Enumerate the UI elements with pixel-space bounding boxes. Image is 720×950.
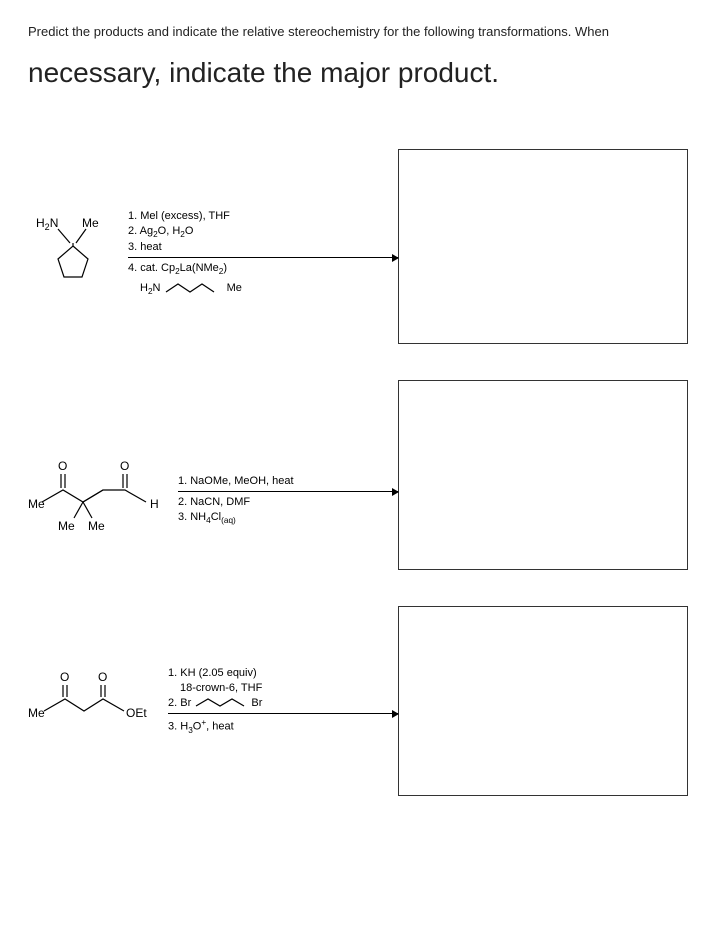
problem-1-left: H2N Me 1. Mel (excess), THF 2. Ag2O, H2O… — [28, 149, 398, 298]
reagent-line-1: 1. Mel (excess), THF — [128, 209, 398, 224]
reagent-line-3: 3. H3O+, heat — [168, 717, 398, 736]
answer-box-1 — [398, 149, 688, 344]
reaction-arrow-icon — [128, 257, 398, 258]
svg-text:H: H — [150, 497, 159, 511]
reagent-line-1: 1. NaOMe, MeOH, heat — [178, 474, 398, 489]
svg-text:O: O — [60, 671, 69, 684]
problem-3-substrate: O O Me OEt — [28, 671, 158, 731]
cyclopentane-amine-icon: H2N Me — [28, 213, 118, 293]
svg-text:Me: Me — [82, 216, 99, 230]
problem-2-left: O O Me H Me Me 1. NaOMe, MeOH, heat 2. N… — [28, 380, 398, 540]
betaketoester-icon: O O Me OEt — [28, 671, 158, 731]
svg-text:O: O — [120, 460, 129, 473]
problem-1: H2N Me 1. Mel (excess), THF 2. Ag2O, H2O… — [28, 149, 692, 344]
svg-text:Me: Me — [28, 497, 45, 511]
diketone-icon: O O Me H Me Me — [28, 460, 168, 540]
reagent-line-1: 1. KH (2.05 equiv) — [168, 666, 398, 681]
svg-text:Me: Me — [58, 519, 75, 533]
reagent-line-2: 2. Br Br — [168, 696, 398, 711]
problem-1-substrate: H2N Me — [28, 213, 118, 293]
svg-text:OEt: OEt — [126, 706, 147, 720]
svg-text:Me: Me — [88, 519, 105, 533]
reaction-arrow-icon — [178, 491, 398, 492]
reagent-line-2: 2. Ag2O, H2O — [128, 224, 398, 240]
allyl-chain-icon — [164, 280, 224, 296]
instruction-text: Predict the products and indicate the re… — [28, 24, 692, 39]
svg-text:O: O — [58, 460, 67, 473]
headline-text: necessary, indicate the major product. — [28, 57, 692, 89]
problem-3-reagents: 1. KH (2.05 equiv) 18-crown-6, THF 2. Br… — [168, 666, 398, 736]
reagent-line-3: 3. NH4Cl(aq) — [178, 510, 398, 526]
svg-text:Me: Me — [28, 706, 45, 720]
reagent-line-5: H2N Me — [128, 280, 398, 297]
reagent-line-4: 4. cat. Cp2La(NMe2) — [128, 261, 398, 277]
reagent-line-1b: 18-crown-6, THF — [168, 681, 398, 696]
problem-3: O O Me OEt 1. KH (2.05 equiv) 18-crown-6… — [28, 606, 692, 796]
reaction-arrow-icon — [168, 713, 398, 714]
problem-2: O O Me H Me Me 1. NaOMe, MeOH, heat 2. N… — [28, 380, 692, 570]
problem-2-substrate: O O Me H Me Me — [28, 460, 168, 540]
svg-text:H2N: H2N — [36, 216, 58, 232]
problem-3-left: O O Me OEt 1. KH (2.05 equiv) 18-crown-6… — [28, 606, 398, 736]
answer-box-3 — [398, 606, 688, 796]
reagent-line-3: 3. heat — [128, 240, 398, 255]
dibromide-chain-icon — [194, 696, 248, 710]
problem-2-reagents: 1. NaOMe, MeOH, heat 2. NaCN, DMF 3. NH4… — [178, 474, 398, 526]
problem-1-reagents: 1. Mel (excess), THF 2. Ag2O, H2O 3. hea… — [128, 209, 398, 298]
answer-box-2 — [398, 380, 688, 570]
svg-text:O: O — [98, 671, 107, 684]
reagent-line-2: 2. NaCN, DMF — [178, 495, 398, 510]
